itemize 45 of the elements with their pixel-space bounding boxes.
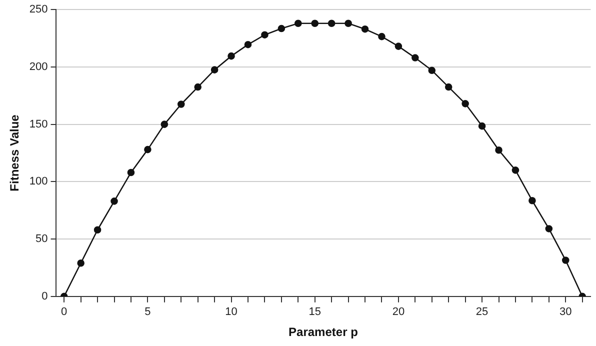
point [144,146,152,154]
y-tick-label: 100 [29,176,48,188]
y-tick-label: 200 [29,60,48,73]
y-tick-label: 0 [42,290,48,302]
point [228,52,235,60]
point [328,20,336,28]
point [77,259,84,267]
y-tick-label: 250 [29,4,48,16]
x-tick-label: 0 [61,306,68,318]
point [278,24,286,32]
y-axis-title: Fitness Value [8,114,22,192]
y-tick-label: 50 [36,233,48,246]
point [210,66,218,74]
point [361,25,369,33]
x-tick-label: 20 [392,306,405,318]
x-tick-label: 15 [308,306,321,318]
point [177,100,185,108]
point [261,31,268,38]
point [294,20,302,28]
point [562,256,570,264]
point [495,146,502,154]
point [444,83,452,91]
point [412,54,419,62]
x-tick-label: 25 [476,306,488,318]
point [378,32,386,40]
point [545,225,553,232]
point [428,66,436,74]
point [127,168,135,176]
x-axis-title: Parameter p [288,325,358,340]
point [160,120,168,128]
y-tick-label: 150 [29,118,48,130]
x-tick-label: 10 [225,306,238,318]
point [512,166,520,174]
point [528,196,536,204]
point [94,226,102,234]
x-tick-label: 5 [144,306,151,318]
point [194,83,202,91]
point [311,20,319,28]
point [462,100,469,108]
point [110,198,118,205]
x-tick-label: 30 [560,306,572,318]
point [394,42,402,50]
point [244,40,252,48]
point [344,20,352,28]
point [478,122,486,130]
